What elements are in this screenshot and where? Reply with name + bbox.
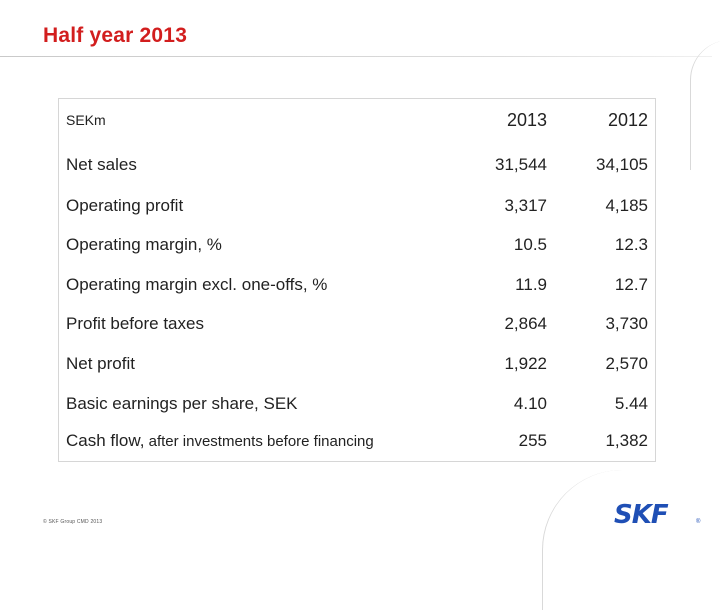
value-2013: 1,922: [504, 354, 547, 373]
row-label-rest: after investments before financing: [144, 433, 374, 450]
table-row: Net profit 1,922 2,570: [59, 344, 655, 384]
row-label-main: Cash flow,: [66, 431, 145, 450]
value-2013: 4.10: [513, 394, 547, 413]
value-2013: 2,864: [504, 314, 547, 333]
value-2013: 3,317: [504, 196, 547, 215]
table-row: Cash flow, after investments before fina…: [59, 421, 655, 461]
value-2012: 2,570: [605, 354, 648, 373]
table-row: Operating margin excl. one-offs, % 11.9 …: [59, 265, 655, 305]
table-header-row: SEKm 2013 2012: [59, 100, 655, 140]
value-2012: 1,382: [605, 431, 648, 450]
decorative-curve-bottom: [542, 470, 633, 610]
row-label: Cash flow, after investments before fina…: [66, 421, 374, 462]
table-row: Profit before taxes 2,864 3,730: [59, 304, 655, 344]
unit-label: SEKm: [66, 112, 106, 128]
row-label: Operating margin excl. one-offs, %: [66, 275, 328, 294]
value-2013: 10.5: [513, 235, 547, 254]
table-row: Basic earnings per share, SEK 4.10 5.44: [59, 384, 655, 424]
row-label: Operating margin, %: [66, 235, 222, 254]
column-header-2012: 2012: [607, 110, 648, 130]
table-row: Operating profit 3,317 4,185: [59, 186, 655, 226]
decorative-curve-top: [690, 40, 720, 170]
value-2013: 31,544: [495, 155, 547, 174]
value-2012: 12.7: [614, 275, 648, 294]
page-title: Half year 2013: [43, 24, 188, 47]
skf-logo: SKF: [614, 500, 669, 530]
row-label: Net sales: [66, 155, 137, 174]
table-row: Net sales 31,544 34,105: [59, 145, 655, 185]
registered-mark: ®: [696, 519, 701, 525]
footer-copyright: © SKF Group CMD 2013: [43, 519, 103, 525]
value-2012: 4,185: [605, 196, 648, 215]
row-label: Basic earnings per share, SEK: [66, 394, 298, 413]
column-header-2013: 2013: [506, 110, 547, 130]
header-divider: [0, 56, 712, 57]
value-2013: 11.9: [515, 275, 547, 294]
value-2012: 5.44: [614, 394, 648, 413]
value-2012: 12.3: [614, 235, 648, 254]
value-2012: 3,730: [605, 314, 648, 333]
table-row: Operating margin, % 10.5 12.3: [59, 225, 655, 265]
value-2013: 255: [518, 431, 547, 450]
row-label: Operating profit: [66, 196, 184, 215]
financial-table: SEKm 2013 2012 Net sales 31,544 34,105 O…: [58, 98, 656, 462]
value-2012: 34,105: [596, 155, 648, 174]
row-label: Net profit: [66, 354, 135, 373]
row-label: Profit before taxes: [66, 314, 204, 333]
